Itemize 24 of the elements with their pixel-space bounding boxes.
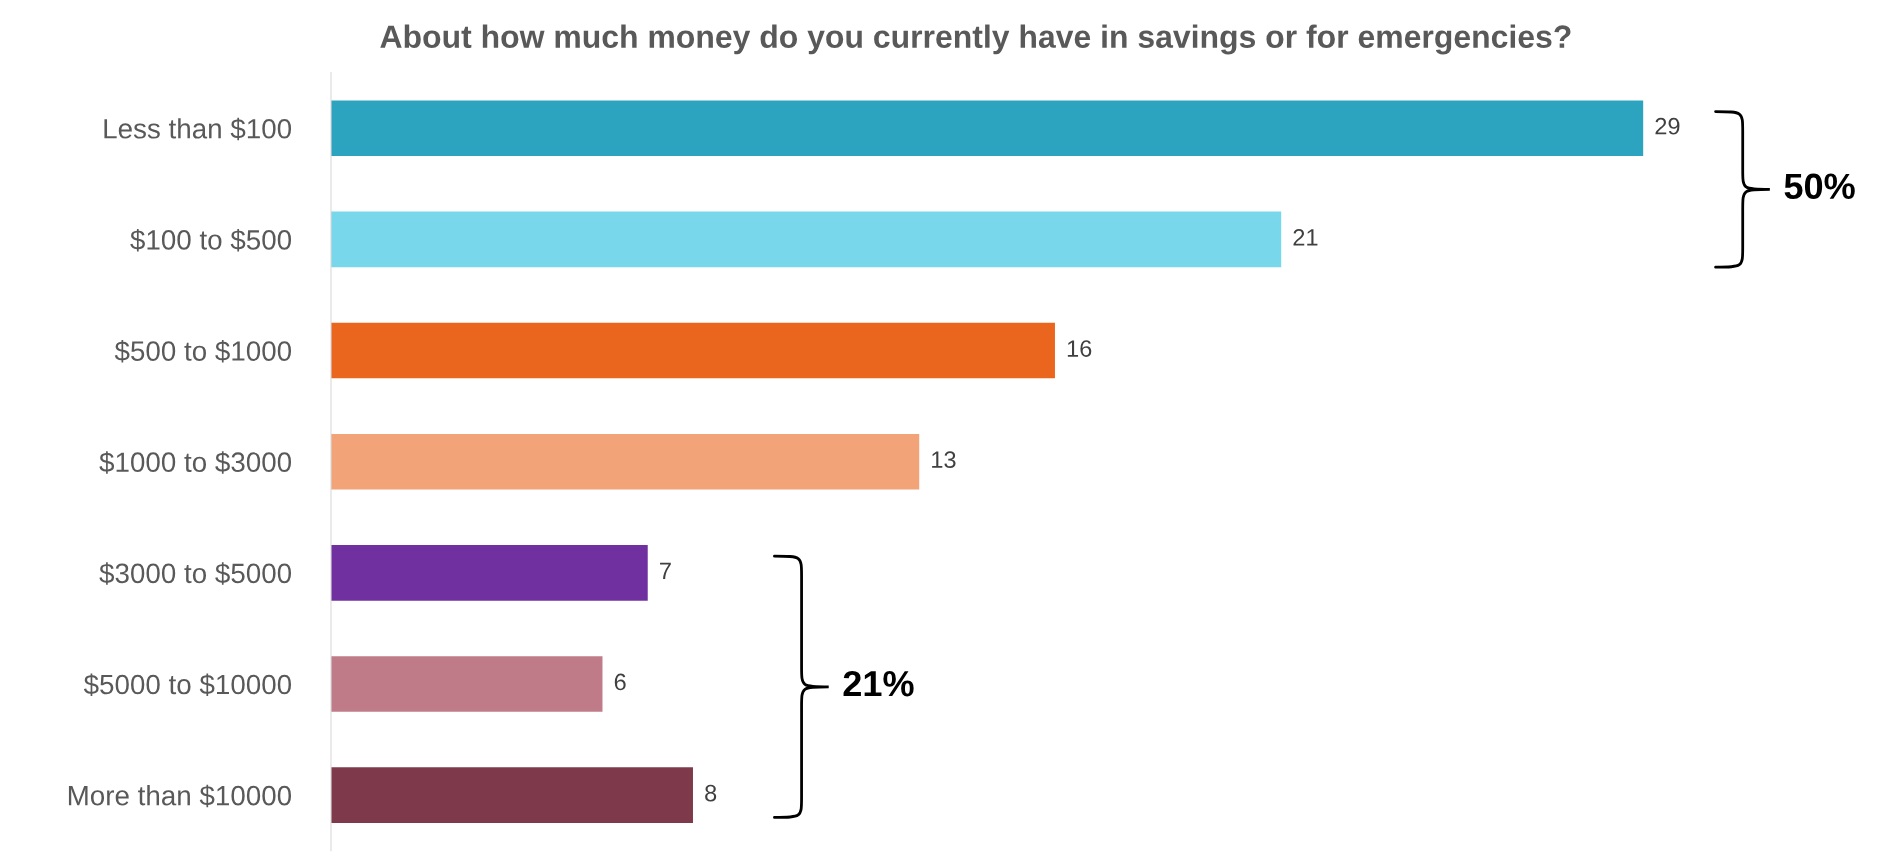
- annotation: 21%: [843, 670, 914, 697]
- y-tick-label: $3000 to $5000: [99, 562, 292, 585]
- data-label: 8: [705, 784, 717, 802]
- y-tick-label: $5000 to $10000: [83, 673, 292, 696]
- data-label: 16: [1067, 340, 1092, 357]
- text: 50%: [1784, 173, 1855, 200]
- bar: [331, 767, 693, 823]
- y-tick-label: $500 to $1000: [114, 340, 292, 363]
- data-label: 21: [1293, 229, 1318, 246]
- y-tick-label: $1000 to $3000: [99, 451, 292, 474]
- bar: [331, 545, 648, 601]
- y-tick-label: $100 to $500: [130, 228, 292, 252]
- data-label: 7: [660, 562, 671, 579]
- bar: [331, 433, 920, 490]
- bar: [331, 656, 603, 712]
- bar: [331, 211, 1282, 268]
- data-label: 29: [1655, 117, 1680, 135]
- bar: [331, 100, 1644, 157]
- data-label: 6: [614, 673, 626, 691]
- y-tick-label: More than $10000: [68, 784, 292, 808]
- y-tick-label: Less than $100: [104, 117, 292, 141]
- bar: [331, 322, 1055, 379]
- chart-title: About how much money do you currently have in savings or for emergencies?: [380, 24, 1571, 55]
- data-label: 13: [932, 451, 956, 469]
